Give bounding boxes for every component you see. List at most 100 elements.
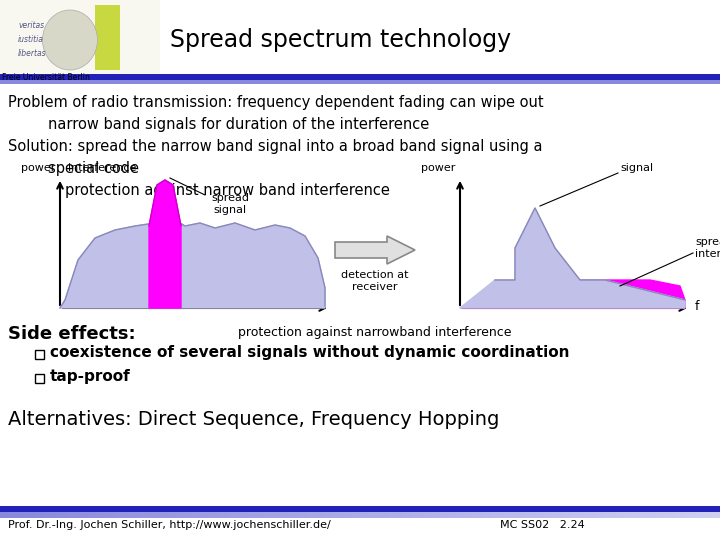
Bar bbox=[47, 512, 48, 518]
Bar bbox=[100, 512, 101, 518]
Bar bbox=[359, 512, 360, 518]
Bar bbox=[345, 512, 346, 518]
Bar bbox=[185, 512, 186, 518]
Bar bbox=[255, 512, 256, 518]
Bar bbox=[180, 512, 181, 518]
Bar bbox=[170, 512, 171, 518]
Bar bbox=[612, 512, 613, 518]
Bar bbox=[660, 512, 661, 518]
Text: interference: interference bbox=[68, 163, 136, 173]
Bar bbox=[624, 512, 625, 518]
Bar bbox=[446, 512, 447, 518]
Bar bbox=[39, 512, 40, 518]
Bar bbox=[50, 512, 51, 518]
Bar bbox=[20, 512, 21, 518]
Bar bbox=[657, 512, 658, 518]
Bar bbox=[429, 512, 430, 518]
Bar bbox=[194, 512, 195, 518]
Bar bbox=[163, 512, 164, 518]
Bar bbox=[475, 512, 476, 518]
Bar bbox=[614, 512, 615, 518]
Bar bbox=[200, 512, 201, 518]
Bar bbox=[576, 512, 577, 518]
Bar bbox=[596, 512, 597, 518]
Bar bbox=[218, 512, 219, 518]
Bar bbox=[26, 512, 27, 518]
Bar bbox=[479, 512, 480, 518]
Bar bbox=[30, 512, 31, 518]
Bar bbox=[380, 512, 381, 518]
Bar bbox=[115, 512, 116, 518]
Text: tap-proof: tap-proof bbox=[50, 369, 131, 384]
Bar bbox=[283, 512, 284, 518]
Bar bbox=[329, 512, 330, 518]
Bar bbox=[13, 512, 14, 518]
Bar bbox=[406, 512, 407, 518]
Bar bbox=[337, 512, 338, 518]
Bar bbox=[498, 512, 499, 518]
Bar bbox=[473, 512, 474, 518]
Bar bbox=[669, 512, 670, 518]
Bar bbox=[463, 512, 464, 518]
Bar bbox=[332, 512, 333, 518]
Bar bbox=[583, 512, 584, 518]
Bar bbox=[636, 512, 637, 518]
Bar bbox=[250, 512, 251, 518]
Bar bbox=[298, 512, 299, 518]
Bar bbox=[267, 512, 268, 518]
Bar bbox=[56, 512, 57, 518]
Bar bbox=[57, 512, 58, 518]
Bar bbox=[348, 512, 349, 518]
Text: protection against narrow band interference: protection against narrow band interfere… bbox=[65, 183, 390, 198]
Bar bbox=[29, 512, 30, 518]
Bar bbox=[121, 512, 122, 518]
Bar bbox=[561, 512, 562, 518]
Bar bbox=[377, 512, 378, 518]
Text: veritas: veritas bbox=[18, 21, 44, 30]
Bar bbox=[438, 512, 439, 518]
Bar bbox=[86, 512, 87, 518]
Bar bbox=[679, 512, 680, 518]
Bar bbox=[24, 512, 25, 518]
Bar bbox=[525, 512, 526, 518]
Bar bbox=[502, 512, 503, 518]
Bar bbox=[481, 512, 482, 518]
Bar bbox=[150, 512, 151, 518]
Bar bbox=[421, 512, 422, 518]
Bar bbox=[689, 512, 690, 518]
Bar bbox=[517, 512, 518, 518]
Bar bbox=[7, 512, 8, 518]
Bar bbox=[469, 512, 470, 518]
Bar bbox=[687, 512, 688, 518]
Bar bbox=[136, 512, 137, 518]
Bar bbox=[1, 512, 2, 518]
Bar bbox=[714, 512, 715, 518]
Bar bbox=[84, 512, 85, 518]
Bar bbox=[633, 512, 634, 518]
Bar bbox=[486, 512, 487, 518]
Bar bbox=[236, 512, 237, 518]
Bar bbox=[10, 512, 11, 518]
Bar bbox=[709, 512, 710, 518]
Bar bbox=[184, 512, 185, 518]
Bar bbox=[260, 512, 261, 518]
Bar bbox=[719, 512, 720, 518]
Bar bbox=[66, 512, 67, 518]
Bar bbox=[64, 512, 65, 518]
Bar bbox=[169, 512, 170, 518]
Bar bbox=[418, 512, 419, 518]
Bar bbox=[673, 512, 674, 518]
Text: power: power bbox=[21, 163, 55, 173]
Bar bbox=[629, 512, 630, 518]
Bar bbox=[53, 512, 54, 518]
Bar bbox=[295, 512, 296, 518]
Bar bbox=[133, 512, 134, 518]
Bar bbox=[155, 512, 156, 518]
Bar bbox=[321, 512, 322, 518]
Bar bbox=[620, 512, 621, 518]
Bar bbox=[326, 512, 327, 518]
Bar bbox=[192, 512, 193, 518]
Bar bbox=[549, 512, 550, 518]
Text: spread
interference: spread interference bbox=[695, 237, 720, 259]
Bar bbox=[174, 512, 175, 518]
